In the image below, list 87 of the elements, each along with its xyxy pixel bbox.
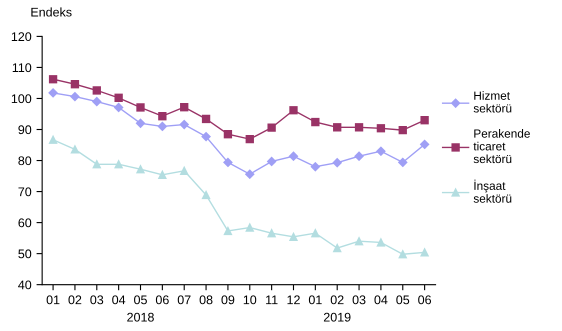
- point: [92, 86, 101, 95]
- legend-label: Hizmet sektörü: [474, 91, 512, 113]
- point: [70, 92, 80, 102]
- x-tick-label: 12: [287, 295, 300, 304]
- x-tick-label: 03: [352, 295, 366, 304]
- x-tick-label: 01: [46, 295, 60, 304]
- y-tick-label: 90: [18, 125, 32, 134]
- point: [398, 126, 407, 134]
- point: [267, 156, 276, 166]
- x-tick-label: 05: [134, 295, 147, 304]
- point: [420, 248, 429, 257]
- point: [311, 118, 320, 126]
- legend-label: Perakende ticaret sektörü: [474, 129, 530, 164]
- point: [136, 103, 145, 112]
- x-tick-label: 06: [418, 295, 432, 304]
- point: [48, 75, 58, 84]
- point: [333, 244, 342, 252]
- legend-label: İnşaat sektörü: [474, 180, 512, 203]
- x-tick-label: 06: [156, 295, 169, 304]
- point: [245, 170, 254, 179]
- point: [420, 140, 430, 150]
- point: [224, 130, 232, 138]
- y-tick-label: 100: [12, 94, 32, 104]
- x-tick-label: 01: [308, 295, 322, 304]
- x-tick-label: 04: [112, 295, 126, 304]
- point: [70, 145, 80, 154]
- x-tick-label: 09: [221, 295, 234, 304]
- point: [246, 223, 254, 232]
- point: [376, 124, 386, 132]
- x-tick-label: 08: [200, 295, 212, 304]
- point: [333, 123, 342, 132]
- point: [136, 165, 145, 174]
- point: [158, 112, 167, 120]
- point: [289, 232, 298, 242]
- point: [136, 118, 146, 128]
- point: [114, 94, 123, 102]
- point: [48, 136, 58, 144]
- point: [48, 88, 58, 98]
- point: [158, 122, 167, 132]
- point: [267, 228, 276, 238]
- x-tick-label: 04: [374, 295, 388, 304]
- point: [420, 116, 429, 124]
- point: [267, 123, 276, 132]
- x-tick-label: 03: [90, 295, 104, 304]
- point: [354, 152, 364, 161]
- y-tick-label: 70: [18, 187, 32, 196]
- point: [180, 102, 188, 112]
- point: [92, 160, 101, 168]
- y-tick-label: 120: [12, 32, 32, 42]
- point: [202, 114, 210, 124]
- point: [354, 123, 364, 132]
- point: [224, 226, 232, 236]
- point: [398, 158, 408, 168]
- point: [92, 96, 102, 106]
- point: [158, 170, 167, 179]
- point: [398, 250, 407, 258]
- point: [180, 120, 189, 130]
- y-tick-label: 110: [12, 63, 32, 72]
- point: [289, 106, 298, 114]
- x-tick-label: 02: [68, 295, 82, 304]
- point: [311, 228, 320, 238]
- point: [246, 134, 254, 144]
- x-tick-label: 05: [396, 295, 410, 304]
- y-tick-label: 60: [18, 218, 32, 228]
- y-tick-label: 80: [18, 156, 32, 166]
- point: [223, 158, 233, 168]
- point: [114, 102, 124, 112]
- point: [288, 152, 298, 161]
- point: [180, 166, 188, 175]
- point: [114, 160, 123, 168]
- point: [310, 162, 320, 172]
- point: [376, 146, 386, 156]
- x-tick-label: 07: [178, 295, 191, 304]
- x-tick-label: 11: [266, 296, 278, 304]
- text: 2018: [127, 312, 154, 322]
- point: [202, 190, 210, 200]
- point: [201, 132, 211, 142]
- y-tick-label: 50: [18, 249, 32, 258]
- y-axis-title: Endeks: [31, 7, 72, 17]
- point: [376, 238, 386, 247]
- point: [354, 237, 364, 246]
- point: [332, 158, 342, 168]
- point: [70, 80, 80, 88]
- x-tick-label: 10: [244, 295, 256, 304]
- x-tick-label: 02: [330, 295, 344, 304]
- text: 2019: [324, 312, 351, 322]
- y-tick-label: 40: [18, 280, 32, 290]
